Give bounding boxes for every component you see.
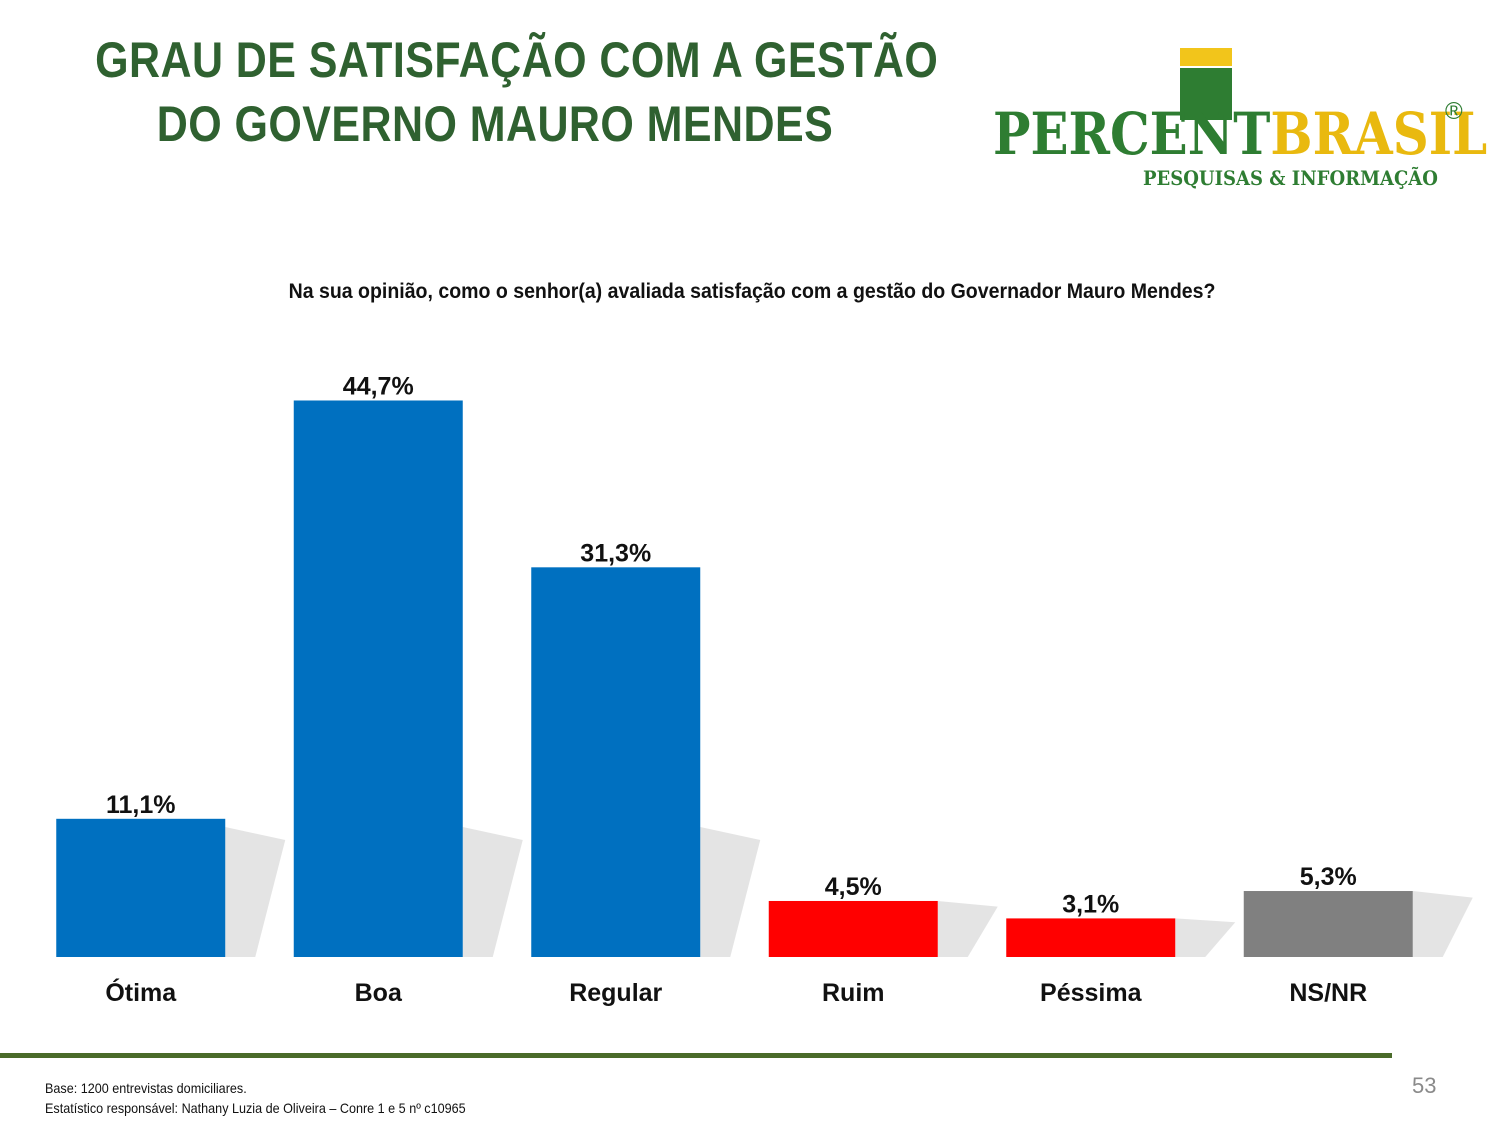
logo-emblem-body	[1180, 68, 1232, 120]
bar-1	[293, 400, 463, 957]
bar-shadow	[1175, 918, 1236, 957]
logo-tagline: PESQUISAS & INFORMAÇÃO	[1143, 166, 1438, 190]
category-label: Péssima	[1040, 979, 1143, 1007]
bar-value-label: 11,1%	[106, 791, 176, 819]
bar-shadow	[937, 900, 998, 957]
bar-value-label: 31,3%	[580, 539, 651, 567]
bar-shadow	[462, 827, 523, 957]
category-label: Boa	[355, 979, 403, 1007]
bar-value-label: 3,1%	[1062, 890, 1119, 918]
bar-value-label: 5,3%	[1300, 863, 1357, 891]
chart-question: Na sua opinião, como o senhor(a) avaliad…	[288, 280, 1216, 303]
registered-mark: ®	[1445, 98, 1463, 125]
title-line-2: DO GOVERNO MAURO MENDES	[156, 96, 834, 152]
bar-0	[56, 818, 226, 957]
bar-3	[768, 900, 938, 957]
category-label: Regular	[569, 979, 662, 1007]
logo-wordmark-brasil: BRASIL	[1270, 100, 1488, 168]
category-label: NS/NR	[1289, 979, 1367, 1007]
logo-emblem	[1180, 48, 1232, 120]
category-label: Ótima	[105, 977, 177, 1007]
bar-shadow	[225, 827, 286, 957]
bar-2	[531, 567, 701, 957]
page-number: 53	[1412, 1073, 1437, 1098]
bar-chart: 11,1% Ótima 44,7% Boa 31,3% Regular 4,5% Ruim 3,…	[56, 372, 1473, 1007]
logo-emblem-top	[1180, 48, 1232, 66]
footer-base: Base: 1200 entrevistas domiciliares.	[45, 1080, 247, 1096]
page-title: GRAU DE SATISFAÇÃO COM A GESTÃO DO GOVER…	[95, 28, 939, 156]
bar-5	[1243, 891, 1413, 957]
logo-wordmark: PERCENTBRASIL	[993, 102, 1487, 166]
bar-4	[1006, 918, 1176, 957]
logo-wordmark-percent: PERCENT	[993, 100, 1271, 168]
footer-rule	[0, 1053, 1392, 1058]
bar-shadow	[1412, 891, 1473, 957]
bar-value-label: 44,7%	[343, 372, 414, 400]
category-label: Ruim	[822, 979, 885, 1007]
title-line-1: GRAU DE SATISFAÇÃO COM A GESTÃO	[95, 32, 939, 88]
footer-notes: Base: 1200 entrevistas domiciliares. Est…	[45, 1078, 512, 1118]
footer-statistician: Estatístico responsável: Nathany Luzia d…	[45, 1100, 466, 1116]
bar-shadow	[700, 827, 761, 957]
percentbrasil-logo: PERCENTBRASIL ® PESQUISAS & INFORMAÇÃO	[985, 20, 1487, 200]
bar-value-label: 4,5%	[825, 873, 882, 901]
